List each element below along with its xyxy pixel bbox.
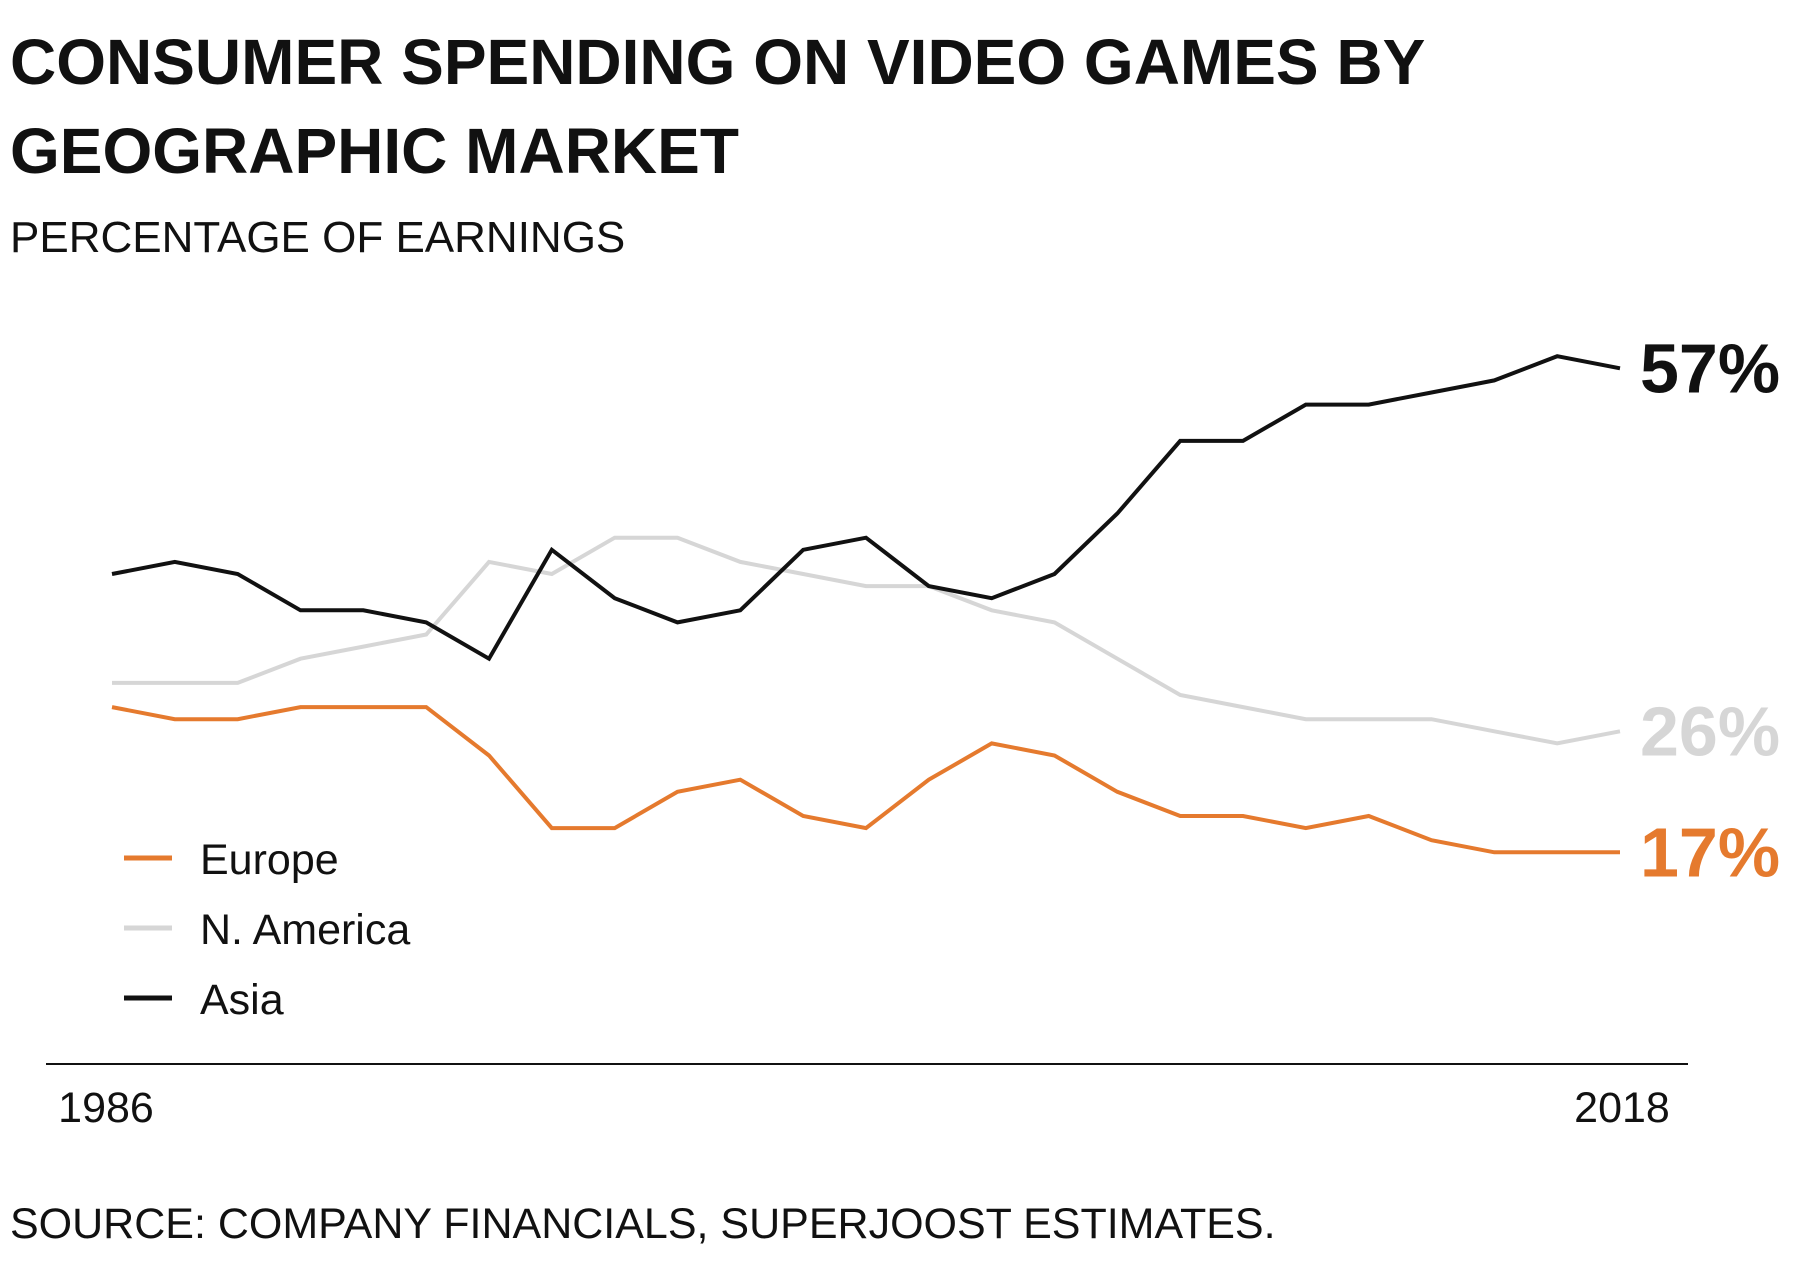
end-labels: 26% 17% 57% (1640, 329, 1780, 891)
x-tick-label-first: 1986 (58, 1084, 154, 1132)
chart-title: CONSUMER SPENDING ON VIDEO GAMES BY GEOG… (10, 26, 1425, 187)
end-label-n-america: 26% (1640, 692, 1780, 770)
x-axis-ticks: 1986 2018 (58, 1084, 1670, 1132)
legend-label-n-america: N. America (200, 906, 410, 954)
series-layer (111, 354, 1621, 855)
end-label-europe: 17% (1640, 813, 1780, 891)
series-line-n-america (112, 535, 1621, 746)
legend-label-europe: Europe (200, 836, 339, 884)
series-line-asia (111, 354, 1621, 662)
legend: Europe N. America Asia (124, 836, 410, 1024)
end-label-asia: 57% (1640, 329, 1780, 407)
legend-label-asia: Asia (200, 976, 284, 1024)
chart-subtitle: PERCENTAGE OF EARNINGS (10, 213, 626, 262)
source-note: SOURCE: COMPANY FINANCIALS, SUPERJOOST E… (10, 1200, 1276, 1248)
series-line-europe (111, 705, 1620, 855)
x-tick-label-last: 2018 (1574, 1084, 1670, 1132)
